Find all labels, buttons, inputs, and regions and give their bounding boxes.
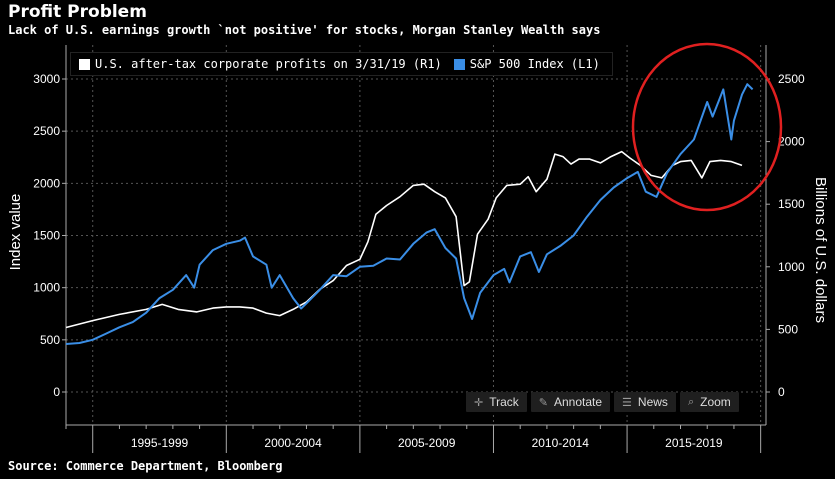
source-note: Source: Commerce Department, Bloomberg xyxy=(8,459,283,473)
crosshair-icon: ✛ xyxy=(474,396,484,409)
legend-label-spx: S&P 500 Index (L1) xyxy=(469,57,600,71)
left-tick-label: 0 xyxy=(53,385,60,399)
left-tick-label: 2500 xyxy=(33,124,60,138)
zoom-label: Zoom xyxy=(700,395,731,409)
x-category-label: 1995-1999 xyxy=(131,436,189,450)
x-category-label: 2000-2004 xyxy=(264,436,322,450)
track-button[interactable]: ✛ Track xyxy=(466,392,527,412)
chart-title: Profit Problem xyxy=(8,2,147,22)
news-button[interactable]: ☰ News xyxy=(614,392,676,412)
track-label: Track xyxy=(489,395,519,409)
x-category-label: 2010-2014 xyxy=(532,436,590,450)
chart-toolbar: ✛ Track ✎ Annotate ☰ News ⌕ Zoom xyxy=(466,392,743,412)
annotate-label: Annotate xyxy=(554,395,603,409)
legend-item-spx: S&P 500 Index (L1) xyxy=(450,57,600,71)
series-line-spx xyxy=(65,83,754,345)
series-line-profits xyxy=(65,150,743,329)
right-tick-label: 1500 xyxy=(778,197,805,211)
pencil-icon: ✎ xyxy=(538,396,548,409)
chart-subtitle: Lack of U.S. earnings growth `not positi… xyxy=(8,23,601,37)
right-tick-label: 1000 xyxy=(778,260,805,274)
x-category-label: 2015-2019 xyxy=(665,436,723,450)
left-tick-label: 3000 xyxy=(33,72,60,86)
legend-label-profits: U.S. after-tax corporate profits on 3/31… xyxy=(95,57,442,71)
x-category-label: 2005-2009 xyxy=(398,436,456,450)
right-tick-label: 2000 xyxy=(778,135,805,149)
right-tick-label: 0 xyxy=(778,385,785,399)
left-tick-label: 1000 xyxy=(33,281,60,295)
annotate-button[interactable]: ✎ Annotate xyxy=(530,392,611,412)
legend-swatch-profits xyxy=(79,58,90,70)
right-tick-label: 2500 xyxy=(778,72,805,86)
right-tick-label: 500 xyxy=(778,322,798,336)
zoom-button[interactable]: ⌕ Zoom xyxy=(679,392,739,412)
legend-item-profits: U.S. after-tax corporate profits on 3/31… xyxy=(75,57,442,71)
left-tick-label: 2000 xyxy=(33,176,60,190)
left-tick-label: 500 xyxy=(40,333,60,347)
left-tick-label: 1500 xyxy=(33,229,60,243)
legend: U.S. after-tax corporate profits on 3/31… xyxy=(70,52,613,76)
news-icon: ☰ xyxy=(622,396,632,409)
y-axis-label-right: Billions of U.S. dollars xyxy=(812,177,829,323)
news-label: News xyxy=(637,395,668,409)
highlight-circle xyxy=(631,42,783,212)
legend-swatch-spx xyxy=(453,58,465,70)
magnifier-icon: ⌕ xyxy=(687,395,695,408)
y-axis-label-left: Index value xyxy=(7,194,24,271)
